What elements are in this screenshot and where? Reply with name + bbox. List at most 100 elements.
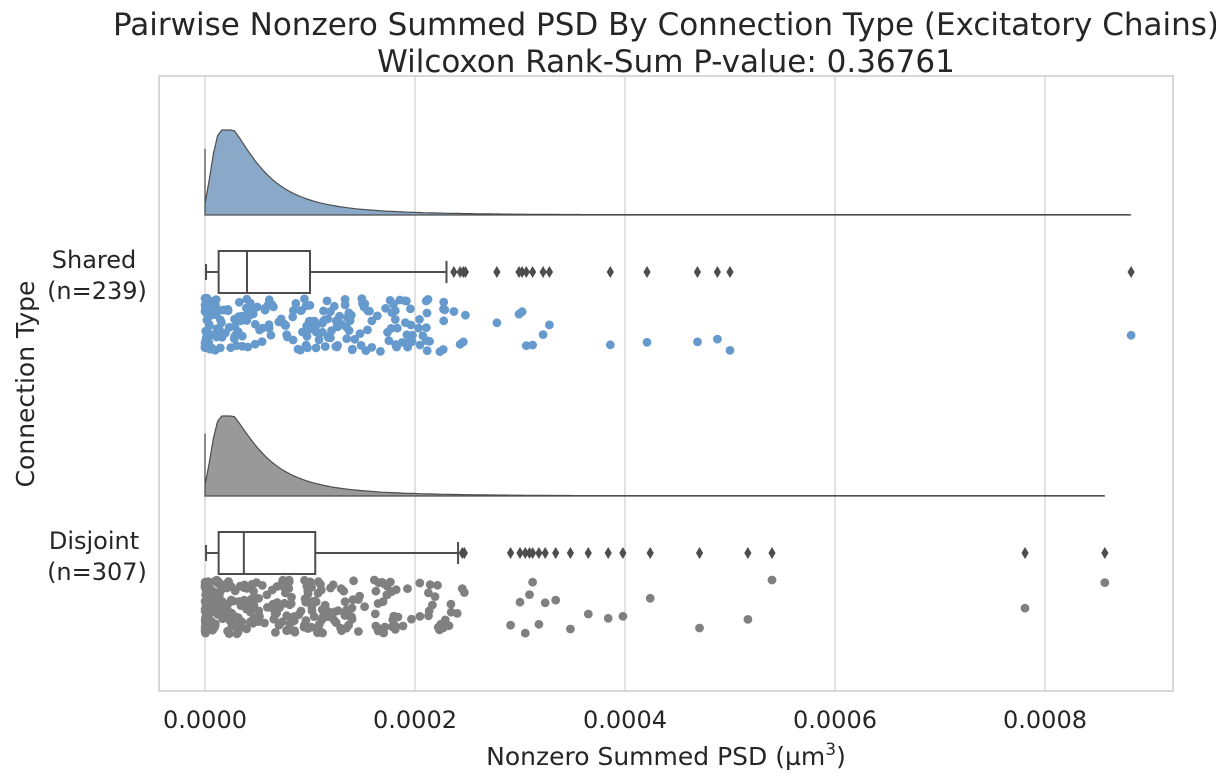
data-point bbox=[317, 605, 327, 614]
data-point bbox=[245, 310, 255, 320]
data-point bbox=[422, 308, 432, 318]
y-tick-shared: Shared (n=239) bbox=[47, 246, 147, 305]
data-point bbox=[268, 599, 278, 609]
data-point bbox=[287, 592, 296, 602]
y-tick-shared-name: Shared bbox=[52, 246, 137, 274]
data-point bbox=[201, 582, 210, 592]
data-point bbox=[359, 302, 369, 312]
data-point bbox=[517, 307, 527, 317]
data-point bbox=[314, 335, 324, 345]
data-point bbox=[545, 320, 554, 330]
data-point bbox=[342, 334, 352, 344]
data-point bbox=[337, 626, 346, 636]
chart-title-line2: Wilcoxon Rank-Sum P-value: 0.36761 bbox=[377, 44, 955, 80]
data-point bbox=[231, 612, 241, 622]
data-point bbox=[305, 577, 315, 587]
data-point bbox=[320, 342, 330, 351]
data-point bbox=[439, 297, 449, 307]
x-axis-label-close: ) bbox=[836, 742, 846, 771]
data-point bbox=[1126, 330, 1136, 340]
data-point bbox=[603, 613, 613, 623]
data-point bbox=[390, 315, 400, 324]
data-point bbox=[288, 335, 298, 345]
data-point bbox=[242, 294, 252, 304]
data-point bbox=[324, 333, 333, 342]
data-point bbox=[201, 625, 211, 634]
outlier-marker bbox=[643, 266, 651, 278]
data-point bbox=[350, 334, 360, 344]
data-point bbox=[520, 628, 530, 638]
chart-title-line1: Pairwise Nonzero Summed PSD By Connectio… bbox=[113, 7, 1216, 43]
data-point bbox=[406, 320, 416, 330]
data-point bbox=[433, 622, 443, 632]
outlier-marker bbox=[493, 266, 501, 278]
data-point bbox=[540, 598, 550, 608]
outlier-marker bbox=[1127, 266, 1135, 278]
y-tick-shared-count: (n=239) bbox=[47, 277, 147, 305]
data-point bbox=[294, 610, 304, 619]
data-point bbox=[370, 609, 380, 619]
data-point bbox=[354, 627, 363, 636]
data-point bbox=[381, 303, 390, 313]
data-point bbox=[264, 320, 274, 330]
data-point bbox=[361, 346, 371, 355]
data-point bbox=[363, 325, 372, 335]
data-point bbox=[258, 323, 267, 333]
data-point bbox=[566, 624, 575, 634]
data-point bbox=[329, 615, 339, 625]
data-point bbox=[387, 308, 397, 317]
data-point bbox=[267, 585, 277, 595]
data-point bbox=[284, 575, 294, 585]
data-point bbox=[528, 340, 537, 350]
data-point bbox=[347, 345, 357, 355]
data-point bbox=[347, 614, 357, 624]
data-point bbox=[254, 594, 264, 603]
x-tick-label: 0.0006 bbox=[793, 706, 877, 734]
data-point bbox=[206, 311, 216, 320]
data-point bbox=[384, 336, 394, 346]
data-point bbox=[349, 576, 358, 586]
data-point bbox=[255, 612, 264, 621]
data-point bbox=[286, 599, 296, 609]
outlier-marker bbox=[744, 547, 752, 559]
data-point bbox=[216, 610, 226, 620]
data-point bbox=[346, 310, 356, 320]
data-point bbox=[449, 307, 459, 316]
density-cloud bbox=[204, 129, 1132, 216]
data-point bbox=[428, 600, 437, 610]
data-point bbox=[211, 295, 221, 304]
data-point bbox=[425, 580, 435, 590]
data-point bbox=[316, 627, 325, 636]
data-point bbox=[205, 296, 215, 306]
data-point bbox=[203, 611, 213, 621]
outlier-marker bbox=[604, 547, 612, 559]
data-point bbox=[421, 323, 431, 332]
data-point bbox=[645, 593, 655, 603]
data-point bbox=[203, 598, 213, 608]
data-point bbox=[296, 345, 305, 355]
data-point bbox=[227, 596, 237, 606]
x-tick-label: 0.0004 bbox=[583, 706, 667, 734]
box-iqr bbox=[217, 250, 311, 294]
data-point bbox=[743, 615, 753, 624]
data-point bbox=[414, 323, 423, 333]
data-point bbox=[355, 329, 365, 338]
data-point bbox=[237, 622, 247, 632]
data-point bbox=[403, 584, 412, 593]
strip-points bbox=[200, 293, 1136, 639]
data-point bbox=[234, 312, 244, 321]
outlier-marker bbox=[619, 547, 627, 559]
data-point bbox=[326, 583, 335, 593]
x-tick-labels: 0.0000 0.0002 0.0004 0.0006 0.0008 bbox=[163, 706, 1087, 734]
data-point bbox=[242, 303, 251, 313]
outlier-marker bbox=[529, 547, 537, 559]
outlier-marker bbox=[541, 547, 549, 559]
data-point bbox=[200, 338, 210, 348]
data-point bbox=[311, 343, 321, 353]
data-point bbox=[311, 327, 321, 337]
data-point bbox=[534, 619, 544, 629]
data-point bbox=[357, 294, 367, 303]
data-point bbox=[285, 619, 295, 628]
data-point bbox=[339, 586, 349, 596]
x-tick-label: 0.0002 bbox=[373, 706, 457, 734]
